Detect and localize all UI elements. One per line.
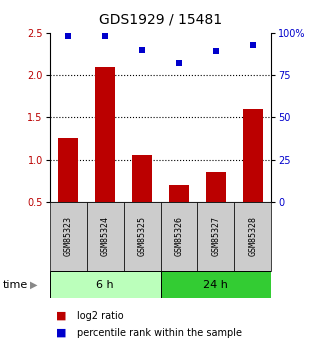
Bar [95, 67, 115, 202]
Bar [160, 202, 197, 271]
Bar [234, 202, 271, 271]
Text: GSM85328: GSM85328 [248, 216, 257, 256]
Bar [132, 155, 152, 202]
Point [140, 47, 145, 52]
Text: ■: ■ [56, 311, 67, 321]
Text: ▶: ▶ [30, 280, 37, 289]
Point [177, 60, 182, 66]
Bar [169, 185, 189, 202]
Text: GSM85323: GSM85323 [64, 216, 73, 256]
Text: GSM85324: GSM85324 [100, 216, 110, 256]
Bar [160, 271, 271, 298]
Bar [50, 271, 160, 298]
Point [102, 33, 108, 39]
Bar [206, 172, 226, 202]
Text: 24 h: 24 h [204, 280, 228, 289]
Bar [197, 202, 234, 271]
Text: GSM85326: GSM85326 [174, 216, 184, 256]
Point [213, 49, 218, 54]
Bar [87, 202, 124, 271]
Point [250, 42, 256, 47]
Point [66, 33, 71, 39]
Text: GDS1929 / 15481: GDS1929 / 15481 [99, 12, 222, 26]
Text: time: time [3, 280, 29, 289]
Text: percentile rank within the sample: percentile rank within the sample [77, 328, 242, 338]
Bar [124, 202, 160, 271]
Bar [58, 138, 78, 202]
Text: GSM85327: GSM85327 [211, 216, 221, 256]
Text: 6 h: 6 h [96, 280, 114, 289]
Text: log2 ratio: log2 ratio [77, 311, 124, 321]
Bar [243, 109, 263, 202]
Text: ■: ■ [56, 328, 67, 338]
Text: GSM85325: GSM85325 [137, 216, 147, 256]
Bar [50, 202, 87, 271]
